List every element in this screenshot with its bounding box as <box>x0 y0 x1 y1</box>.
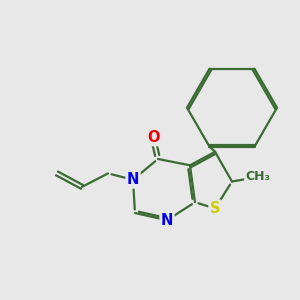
Text: CH₃: CH₃ <box>245 170 271 184</box>
Text: N: N <box>161 213 173 228</box>
Text: O: O <box>147 130 159 145</box>
Text: N: N <box>127 172 139 187</box>
Text: S: S <box>210 201 220 216</box>
